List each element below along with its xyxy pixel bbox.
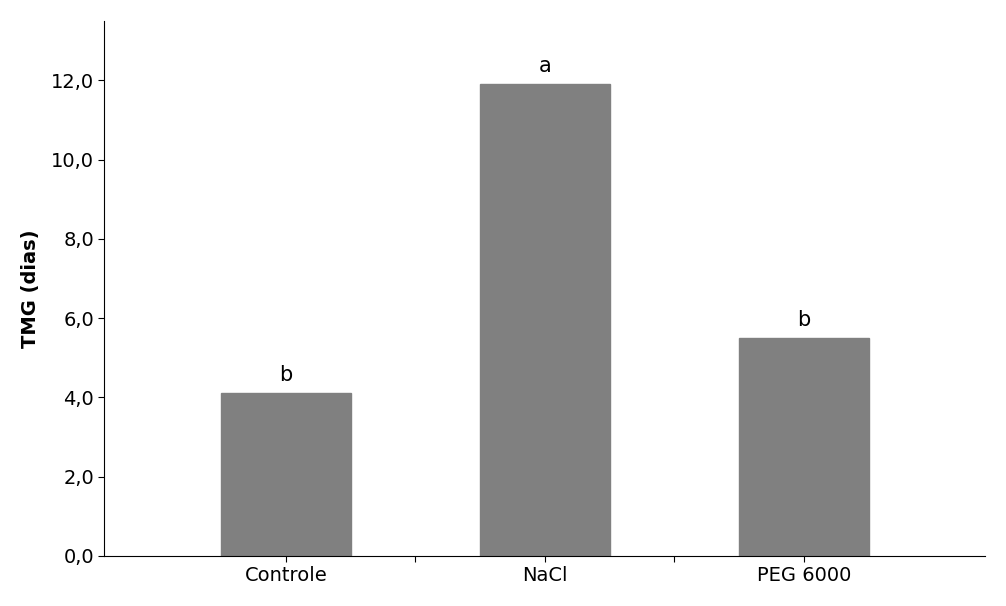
Text: b: b xyxy=(797,310,811,330)
Bar xyxy=(221,393,350,556)
Y-axis label: TMG (dias): TMG (dias) xyxy=(21,229,40,348)
Bar xyxy=(480,84,610,556)
Text: a: a xyxy=(538,56,551,76)
Text: b: b xyxy=(280,365,293,385)
Bar xyxy=(739,338,868,556)
